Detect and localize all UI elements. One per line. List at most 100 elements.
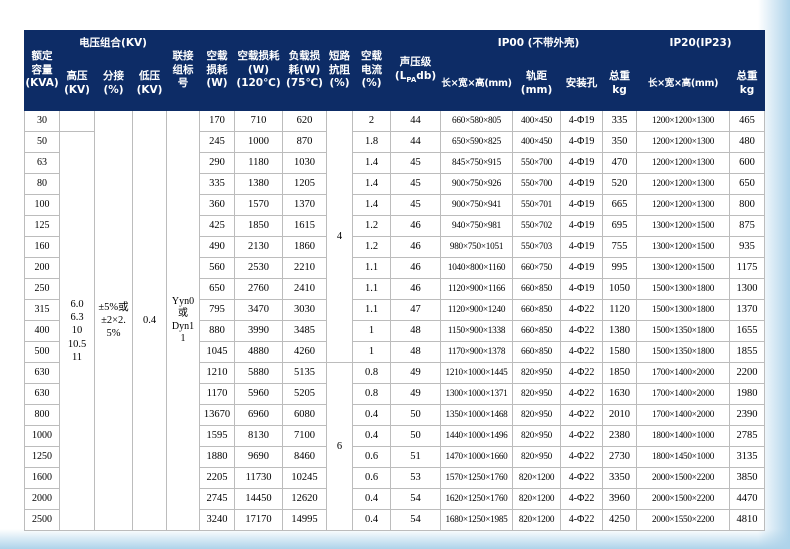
- cell-ip20-weight: 1370: [729, 299, 766, 321]
- cell-mount-hole: 4-Φ19: [560, 257, 604, 279]
- cell-ip20-weight: 935: [729, 236, 766, 258]
- cell-sound-pressure: 49: [390, 362, 442, 384]
- cell-no-load-loss: 1170: [199, 383, 236, 405]
- cell-rated-capacity: 80: [24, 173, 60, 195]
- cell-ip20-dims: 1200×1200×1300: [636, 194, 731, 216]
- cell-load-loss-75c: 5205: [282, 383, 328, 405]
- cell-load-loss-75c: 3030: [282, 299, 328, 321]
- cell-ip00-weight: 665: [602, 194, 638, 216]
- cell-no-load-current: 0.4: [352, 404, 392, 426]
- cell-ip20-dims: 1500×1300×1800: [636, 278, 731, 300]
- cell-ip20-dims: 1300×1200×1500: [636, 236, 731, 258]
- cell-no-load-loss: 360: [199, 194, 236, 216]
- cell-ip00-weight: 3960: [602, 488, 638, 510]
- cell-ip00-weight: 755: [602, 236, 638, 258]
- cell-no-load-current: 0.4: [352, 488, 392, 510]
- cell-loss-120c: 2760: [234, 278, 284, 300]
- header-ip00-weight: 总重kg: [602, 57, 638, 111]
- table-row: 100 360 1570 1370 1.4 45 900×750×941 550×701 4-Φ…: [24, 194, 766, 216]
- cell-ip20-weight: 1300: [729, 278, 766, 300]
- cell-no-load-loss: 1595: [199, 425, 236, 447]
- table-row: 500 1045 4880 4260 1 48 1170×900×1378 660×850 4-…: [24, 341, 766, 363]
- cell-rated-capacity: 630: [24, 362, 60, 384]
- cell-ip00-dims: 1040×800×1160: [440, 257, 514, 279]
- table-row: 800 13670 6960 6080 0.4 50 1350×1000×1468 820×9…: [24, 404, 766, 426]
- table-row: 125 425 1850 1615 1.2 46 940×750×981 550×702 4-Φ…: [24, 215, 766, 237]
- cell-ip00-dims: 1570×1250×1760: [440, 467, 514, 489]
- cell-mount-hole: 4-Φ22: [560, 320, 604, 342]
- header-group-row: 额定 容量 (KVA) 电压组合(KV) 联接 组标 号 空载 损耗 (W) 空…: [24, 30, 766, 111]
- cell-mount-hole: 4-Φ22: [560, 299, 604, 321]
- cell-rail-gauge: 400×450: [512, 110, 562, 132]
- cell-hv-merged: 6.0 6.3 10 10.5 11: [59, 131, 95, 531]
- cell-mount-hole: 4-Φ22: [560, 488, 604, 510]
- cell-ip20-weight: 1175: [729, 257, 766, 279]
- cell-load-loss-75c: 7100: [282, 425, 328, 447]
- cell-rail-gauge: 660×750: [512, 257, 562, 279]
- cell-ip00-dims: 1350×1000×1468: [440, 404, 514, 426]
- cell-ip00-dims: 1680×1250×1985: [440, 509, 514, 531]
- cell-load-loss-75c: 2410: [282, 278, 328, 300]
- table-body: 30 ±5%或 ±2×2. 5% 0.4 Yyn0 或 Dyn1 1 170 710 620…: [24, 110, 766, 531]
- cell-rail-gauge: 400×450: [512, 131, 562, 153]
- cell-no-load-current: 1.2: [352, 215, 392, 237]
- cell-sound-pressure: 47: [390, 299, 442, 321]
- cell-ip00-weight: 1120: [602, 299, 638, 321]
- header-ip20-dims: 长×宽×高(mm): [636, 57, 731, 111]
- cell-mount-hole: 4-Φ22: [560, 425, 604, 447]
- cell-mount-hole: 4-Φ19: [560, 110, 604, 132]
- header-ip00-dims: 长×宽×高(mm): [440, 57, 514, 111]
- cell-ip00-dims: 1470×1000×1660: [440, 446, 514, 468]
- cell-load-loss-75c: 1860: [282, 236, 328, 258]
- header-ip20-group: IP20(IP23): [636, 30, 766, 58]
- header-sound-level: 声压级 (LPAdb): [390, 30, 442, 111]
- cell-loss-120c: 710: [234, 110, 284, 132]
- cell-ip00-dims: 940×750×981: [440, 215, 514, 237]
- cell-lv-merged: 0.4: [131, 110, 168, 531]
- cell-no-load-loss: 560: [199, 257, 236, 279]
- cell-rail-gauge: 660×850: [512, 341, 562, 363]
- cell-sound-pressure: 45: [390, 194, 442, 216]
- cell-rail-gauge: 820×950: [512, 383, 562, 405]
- cell-sound-pressure: 46: [390, 278, 442, 300]
- cell-no-load-current: 2: [352, 110, 392, 132]
- cell-rated-capacity: 1600: [24, 467, 60, 489]
- cell-loss-120c: 1000: [234, 131, 284, 153]
- header-impedance: 短路 抗阻 (%): [326, 30, 354, 111]
- cell-no-load-current: 1.4: [352, 194, 392, 216]
- cell-sound-pressure: 46: [390, 257, 442, 279]
- cell-ip20-weight: 4470: [729, 488, 766, 510]
- cell-rail-gauge: 820×950: [512, 425, 562, 447]
- cell-no-load-current: 1.8: [352, 131, 392, 153]
- cell-impedance-merged: 4: [326, 110, 354, 363]
- cell-loss-120c: 1180: [234, 152, 284, 174]
- cell-ip20-weight: 480: [729, 131, 766, 153]
- table-row: 630 1170 5960 5205 0.8 49 1300×1000×1371 820×95…: [24, 383, 766, 405]
- cell-sound-pressure: 54: [390, 488, 442, 510]
- cell-no-load-loss: 245: [199, 131, 236, 153]
- cell-loss-120c: 8130: [234, 425, 284, 447]
- cell-ip20-weight: 1980: [729, 383, 766, 405]
- cell-no-load-current: 1.2: [352, 236, 392, 258]
- cell-no-load-loss: 335: [199, 173, 236, 195]
- cell-no-load-loss: 3240: [199, 509, 236, 531]
- cell-ip00-dims: 1620×1250×1760: [440, 488, 514, 510]
- cell-sound-pressure: 53: [390, 467, 442, 489]
- cell-load-loss-75c: 8460: [282, 446, 328, 468]
- cell-rated-capacity: 200: [24, 257, 60, 279]
- cell-no-load-loss: 2205: [199, 467, 236, 489]
- cell-ip20-dims: 1700×1400×2000: [636, 383, 731, 405]
- cell-ip20-weight: 875: [729, 215, 766, 237]
- cell-no-load-current: 1.1: [352, 257, 392, 279]
- cell-loss-120c: 2130: [234, 236, 284, 258]
- cell-rated-capacity: 630: [24, 383, 60, 405]
- table-row: 315 795 3470 3030 1.1 47 1120×900×1240 660×850 4…: [24, 299, 766, 321]
- cell-load-loss-75c: 3485: [282, 320, 328, 342]
- cell-rated-capacity: 30: [24, 110, 60, 132]
- cell-ip00-weight: 350: [602, 131, 638, 153]
- cell-ip00-weight: 1380: [602, 320, 638, 342]
- cell-ip20-weight: 800: [729, 194, 766, 216]
- sound-level-unit-prefix: (L: [394, 69, 407, 82]
- cell-rail-gauge: 550×702: [512, 215, 562, 237]
- cell-no-load-loss: 880: [199, 320, 236, 342]
